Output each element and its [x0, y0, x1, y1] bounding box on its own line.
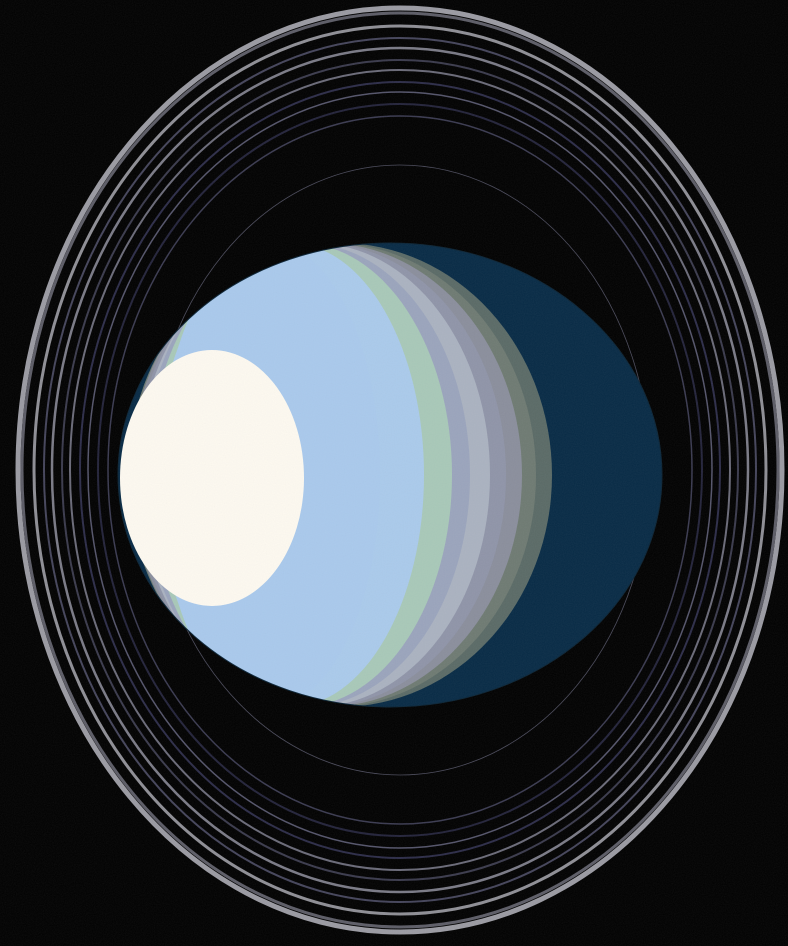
film-grain	[0, 0, 788, 946]
planet-scene	[0, 0, 788, 946]
